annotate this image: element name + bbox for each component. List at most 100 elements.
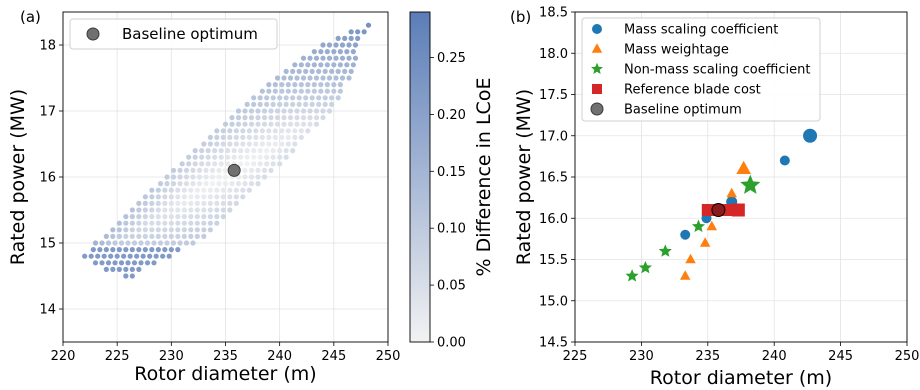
design-point bbox=[235, 181, 242, 187]
design-point bbox=[186, 154, 192, 160]
design-point bbox=[240, 194, 246, 200]
design-point bbox=[162, 214, 168, 220]
design-point bbox=[207, 141, 213, 147]
design-point bbox=[183, 240, 190, 246]
design-point bbox=[326, 42, 333, 48]
design-point bbox=[153, 253, 159, 259]
design-point bbox=[136, 266, 142, 272]
design-point bbox=[168, 207, 174, 213]
design-point bbox=[277, 148, 283, 154]
data-points-b bbox=[625, 128, 818, 282]
design-point bbox=[149, 227, 155, 233]
design-point bbox=[238, 148, 244, 154]
design-point bbox=[155, 214, 161, 220]
design-point bbox=[149, 214, 155, 220]
design-point bbox=[97, 247, 103, 253]
design-point bbox=[313, 75, 320, 81]
design-point bbox=[207, 187, 213, 193]
design-point bbox=[207, 200, 213, 206]
design-point bbox=[259, 128, 265, 134]
design-point bbox=[129, 273, 135, 279]
design-point bbox=[294, 115, 300, 121]
design-point bbox=[337, 62, 343, 68]
design-point bbox=[192, 161, 198, 167]
design-point bbox=[207, 220, 213, 226]
design-point bbox=[110, 233, 116, 239]
design-point bbox=[255, 121, 261, 127]
design-point bbox=[149, 207, 155, 213]
design-point bbox=[168, 187, 174, 193]
design-point bbox=[320, 75, 326, 81]
design-point bbox=[279, 128, 285, 134]
design-point bbox=[99, 260, 105, 266]
design-point bbox=[227, 141, 233, 147]
design-point bbox=[350, 49, 356, 55]
design-point bbox=[255, 115, 261, 121]
design-point bbox=[290, 148, 296, 154]
legend-a: Baseline optimum bbox=[69, 18, 278, 50]
design-point bbox=[335, 35, 341, 42]
design-point bbox=[168, 220, 174, 226]
design-point bbox=[255, 167, 261, 173]
baseline-optimum-point bbox=[711, 203, 726, 217]
design-point bbox=[240, 134, 246, 140]
design-point bbox=[331, 62, 337, 68]
design-point bbox=[214, 128, 220, 134]
design-point bbox=[298, 62, 304, 68]
design-point bbox=[355, 35, 361, 42]
design-point bbox=[149, 247, 155, 253]
design-point bbox=[220, 187, 226, 193]
design-point bbox=[199, 161, 205, 167]
design-point bbox=[248, 115, 255, 121]
design-point bbox=[274, 115, 281, 121]
design-point bbox=[244, 148, 250, 154]
design-point bbox=[194, 207, 200, 213]
design-point bbox=[246, 134, 252, 140]
design-point bbox=[231, 148, 237, 154]
design-point bbox=[188, 187, 194, 193]
design-point bbox=[303, 95, 309, 101]
x-tick-label: 230 bbox=[629, 349, 654, 364]
design-point bbox=[320, 108, 326, 114]
design-point bbox=[175, 194, 181, 200]
design-point bbox=[136, 207, 142, 213]
design-point bbox=[129, 266, 135, 272]
x-tick-label: 235 bbox=[213, 349, 238, 364]
design-point bbox=[261, 108, 268, 114]
design-point bbox=[92, 240, 99, 246]
design-point bbox=[222, 174, 229, 180]
design-point bbox=[329, 68, 335, 74]
y-tick-label: 18.0 bbox=[539, 47, 568, 62]
design-point bbox=[248, 121, 255, 127]
design-point bbox=[181, 214, 187, 220]
design-point bbox=[257, 148, 263, 154]
design-point bbox=[125, 260, 131, 266]
design-point bbox=[235, 108, 242, 114]
design-point bbox=[233, 194, 239, 200]
x-tick-label: 230 bbox=[159, 349, 184, 364]
design-point bbox=[199, 148, 205, 154]
design-point bbox=[251, 148, 257, 154]
design-point bbox=[194, 220, 200, 226]
design-point bbox=[207, 134, 213, 140]
design-point bbox=[285, 128, 291, 134]
design-point bbox=[272, 82, 278, 88]
legend-marker-4 bbox=[590, 102, 604, 116]
design-point bbox=[274, 108, 281, 114]
design-point bbox=[251, 161, 257, 167]
design-point bbox=[266, 134, 272, 140]
design-point bbox=[110, 227, 116, 233]
design-point bbox=[229, 181, 235, 187]
design-point bbox=[255, 174, 261, 180]
design-point bbox=[324, 82, 330, 88]
design-point bbox=[95, 253, 101, 259]
design-point bbox=[292, 62, 298, 68]
design-point bbox=[218, 161, 224, 167]
design-point bbox=[333, 55, 339, 61]
design-point bbox=[344, 62, 350, 68]
design-point bbox=[307, 115, 313, 121]
design-point bbox=[255, 181, 261, 187]
design-point bbox=[181, 233, 187, 239]
x-tick-label: 220 bbox=[51, 349, 76, 364]
design-point bbox=[331, 49, 337, 55]
